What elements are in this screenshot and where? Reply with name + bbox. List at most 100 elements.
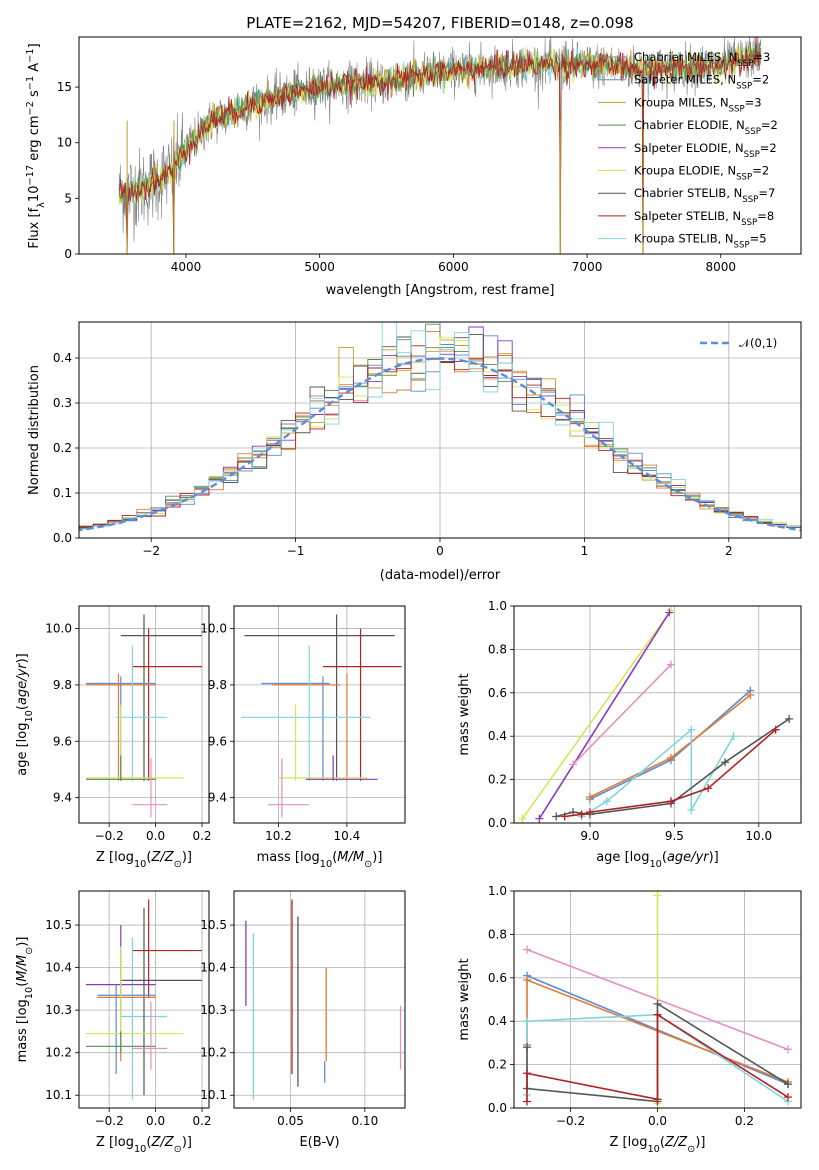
y-tick-label: 0.4: [488, 729, 507, 743]
x-tick-label: 6000: [438, 260, 469, 274]
weight-marker: [746, 690, 755, 699]
residuals-panel: −2 −1 0 1 2 0.0 0.1 0.2 0.3 0.4 (data-model)/error…: [27, 321, 802, 583]
y-tick-label: 0.6: [488, 971, 507, 985]
y-tick-label: 10.2: [45, 1046, 72, 1060]
y-tick-label: 10.0: [45, 622, 72, 636]
y-tick-label: 9.6: [208, 734, 227, 748]
y-tick-label: 0.4: [488, 1014, 507, 1028]
weight-marker: [523, 1097, 532, 1106]
weight-marker: [667, 797, 676, 806]
weight-marker: [687, 725, 696, 734]
x-tick-label: 10.2: [265, 829, 292, 843]
weight-marker: [783, 1093, 792, 1102]
weight-line: [526, 1013, 789, 1102]
x-axis-label: age [log10(age/yr)]: [596, 850, 719, 870]
y-axis-label: mass weight: [457, 673, 472, 755]
error-bars: [240, 614, 402, 818]
error-bars: [245, 899, 402, 1100]
y-tick-label: 10.2: [200, 1046, 227, 1060]
y-tick-label: 0.2: [488, 773, 507, 787]
axes-frame: [78, 321, 802, 539]
weight-marker: [585, 808, 594, 817]
weight-marker: [704, 784, 713, 793]
weight-marker: [653, 1010, 662, 1019]
x-tick-label: 9.5: [665, 829, 684, 843]
legend-label: Kroupa ELODIE, NSSP=2: [634, 164, 769, 183]
x-tick-label: −1: [287, 544, 305, 558]
weight-marker: [523, 945, 532, 954]
y-tick-label: 0.4: [53, 351, 72, 365]
x-axis-label: Z [log10(Z/Z⊙)]: [96, 850, 192, 870]
y-tick-label: 9.8: [208, 678, 227, 692]
spectrum-panel: 4000 5000 6000 7000 8000 0 5 10 15 wavelength [An…: [25, 36, 802, 298]
x-tick-label: 7000: [572, 260, 603, 274]
error-bars: [85, 899, 203, 1100]
weight-marker: [523, 975, 532, 984]
y-tick-label: 10.0: [200, 622, 227, 636]
x-tick-label: 1: [581, 544, 589, 558]
weight-lines: [523, 891, 792, 1108]
x-tick-label: 0.0: [648, 1114, 667, 1128]
weight-marker: [585, 792, 594, 801]
weight-line: [521, 609, 672, 820]
weight-marker: [667, 753, 676, 762]
axes-frame: [233, 890, 406, 1109]
model-spectrum: [118, 45, 762, 254]
weight-marker: [665, 608, 674, 617]
y-tick-label: 0.0: [488, 816, 507, 830]
x-axis-label: mass [log10(M/M⊙)]: [257, 850, 383, 870]
weight-marker: [721, 758, 730, 767]
weight-marker: [783, 1080, 792, 1089]
y-tick-label: 1.0: [488, 599, 507, 613]
legend-label: Chabrier MILES, NSSP=3: [634, 50, 770, 69]
y-tick-label: 10.5: [45, 918, 72, 932]
legend-label: Chabrier STELIB, NSSP=7: [634, 186, 775, 205]
spectrum-lines: [118, 37, 762, 254]
y-tick-label: 10.5: [200, 918, 227, 932]
x-axis-label: Z [log10(Z/Z⊙)]: [96, 1135, 192, 1155]
weight-marker: [523, 1043, 532, 1052]
mass-vs-reddening-panel: 0.05 0.10 10.1 10.2 10.3 10.4 10.5 E(B-V): [200, 890, 406, 1150]
weight-line: [538, 612, 670, 820]
weight-marker: [783, 1045, 792, 1054]
y-tick-label: 1.0: [488, 884, 507, 898]
y-tick-label: 0.0: [53, 531, 72, 545]
gaussian-curve: [79, 357, 801, 532]
x-tick-label: 4000: [171, 260, 202, 274]
legend-label: Chabrier ELODIE, NSSP=2: [634, 118, 778, 137]
weight-line: [589, 689, 751, 800]
age-vs-metallicity-panel: −0.2 0.0 0.2 9.4 9.6 9.8 10.0 Z [log10(Z/Z⊙)] ag…: [15, 605, 212, 870]
axes-frame: [78, 36, 802, 255]
mass-vs-metallicity-panel: −0.2 0.0 0.2 10.1 10.2 10.3 10.4 10.5 Z [log10(Z…: [15, 890, 212, 1155]
y-axis-label: mass [log10(M/M⊙)]: [15, 937, 35, 1063]
x-tick-label: −2: [142, 544, 160, 558]
x-tick-label: −0.2: [95, 829, 124, 843]
legend-label: Kroupa MILES, NSSP=3: [634, 95, 762, 114]
x-tick-label: 0.2: [735, 1114, 754, 1128]
y-tick-label: 15: [57, 80, 72, 94]
weight-line: [555, 718, 790, 818]
y-tick-label: 9.6: [53, 734, 72, 748]
x-tick-label: 8000: [706, 260, 737, 274]
y-axis-label: Flux [fλ10−17 erg cm−2 s−1 A−1]: [25, 43, 47, 248]
x-tick-label: 0.2: [192, 1114, 211, 1128]
weight-line: [589, 694, 751, 798]
weight-marker: [653, 891, 662, 900]
x-tick-label: 10.4: [334, 829, 361, 843]
weight-marker: [523, 1017, 532, 1026]
x-axis-label: E(B-V): [299, 1135, 339, 1150]
weight-marker: [729, 732, 738, 741]
axes-frame: [513, 890, 802, 1109]
weight-marker: [785, 714, 794, 723]
y-tick-label: 9.4: [208, 791, 227, 805]
x-tick-label: −0.2: [556, 1114, 585, 1128]
weight-marker: [535, 814, 544, 823]
axes-frame: [78, 605, 210, 824]
weight-marker: [560, 812, 569, 821]
legend: Chabrier MILES, NSSP=3 Salpeter MILES, NS…: [598, 50, 778, 251]
spectrum-title: PLATE=2162, MJD=54207, FIBERID=0148, z=0…: [246, 14, 633, 32]
x-tick-label: 5000: [304, 260, 335, 274]
y-tick-label: 0.8: [488, 927, 507, 941]
axes-frame: [78, 890, 210, 1109]
legend-label: Kroupa STELIB, NSSP=5: [634, 232, 767, 251]
